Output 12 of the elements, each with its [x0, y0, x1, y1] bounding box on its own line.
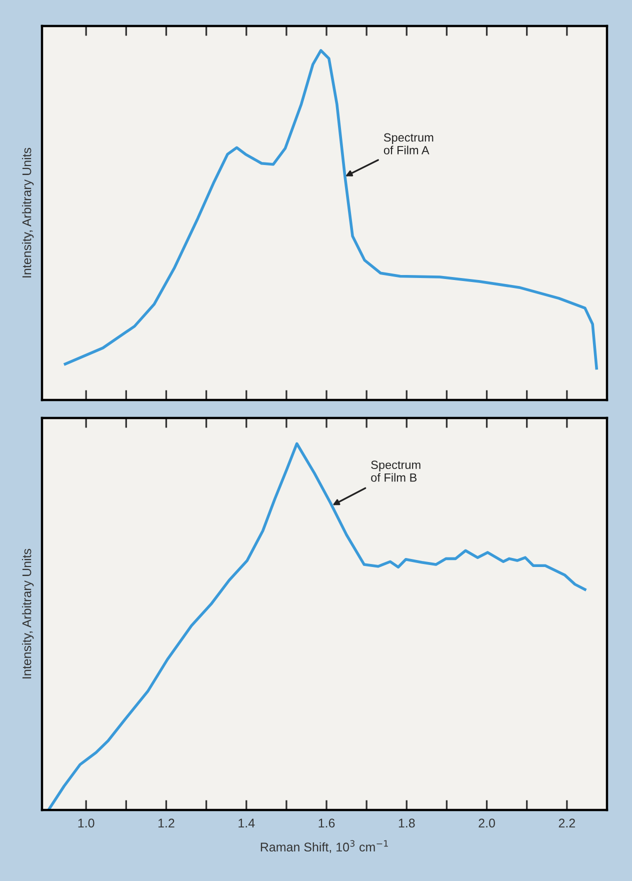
y-axis-title: Intensity, Arbitrary Units	[22, 548, 34, 678]
x-tick-label: 1.8	[398, 818, 415, 828]
x-tick-label: 2.0	[478, 818, 495, 828]
y-axis-title: Intensity, Arbitrary Units	[22, 148, 34, 278]
x-tick-label: 1.0	[78, 818, 94, 828]
x-tick-label: 1.2	[158, 818, 174, 828]
annotation: Spectrum of Film A	[384, 133, 434, 154]
x-axis-title: Raman Shift, 10$^{3}$ cm$^{−1}$	[260, 840, 388, 854]
x-tick-label: 2.2	[558, 818, 575, 828]
x-tick-label: 1.6	[318, 818, 335, 828]
x-tick-label: 1.4	[238, 818, 255, 828]
annotation: Spectrum of Film B	[371, 460, 420, 482]
